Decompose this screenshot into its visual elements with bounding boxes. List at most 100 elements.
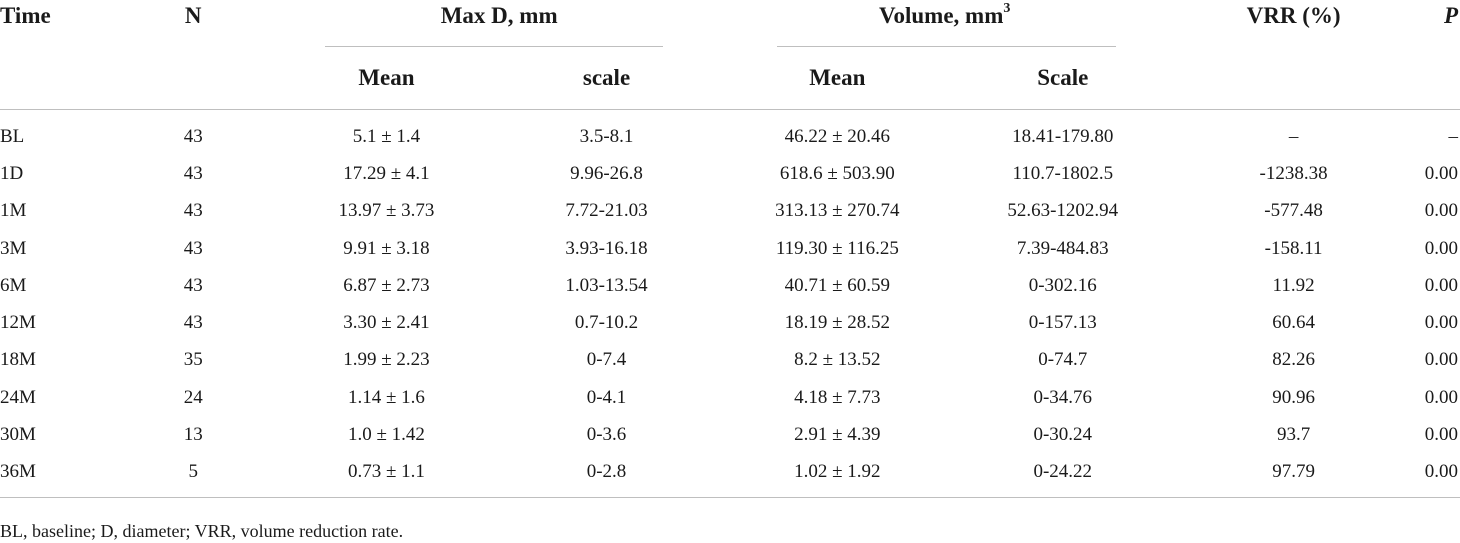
table-row: 1M 43 13.97 ± 3.73 7.72-21.03 313.13 ± 2… xyxy=(0,193,1460,230)
cell-max-d-mean: 9.91 ± 3.18 xyxy=(343,237,430,259)
table-row: 1D 43 17.29 ± 4.1 9.96-26.8 618.6 ± 503.… xyxy=(0,155,1460,192)
results-table: Time N Max D, mm Volume, mm3 VRR (%) P M… xyxy=(0,0,1460,498)
header-volume-label: Volume, mm xyxy=(879,3,1004,28)
cell-p: 0.00 xyxy=(1424,424,1458,446)
data-table-container: Time N Max D, mm Volume, mm3 VRR (%) P M… xyxy=(0,0,1460,498)
cell-volume-mean: 46.22 ± 20.46 xyxy=(784,125,891,147)
cell-vrr: -577.48 xyxy=(1264,200,1323,222)
header-p: P xyxy=(1443,3,1458,28)
header-volume-superscript: 3 xyxy=(1003,1,1011,17)
header-volume-group: Volume, mm3 xyxy=(719,0,1170,47)
header-time: Time xyxy=(0,3,51,28)
cell-max-d-scale: 0-7.4 xyxy=(586,349,627,371)
cell-time: 30M xyxy=(0,424,36,446)
cell-volume-scale: 0-30.24 xyxy=(1033,424,1093,446)
header-max-d-group: Max D, mm xyxy=(279,0,719,47)
cell-volume-mean: 40.71 ± 60.59 xyxy=(784,274,891,296)
cell-time: 12M xyxy=(0,312,36,334)
header-max-d-scale: scale xyxy=(582,65,631,90)
cell-n: 43 xyxy=(183,162,203,184)
cell-n: 43 xyxy=(183,200,203,222)
cell-max-d-scale: 0-2.8 xyxy=(586,461,627,483)
cell-volume-scale: 0-302.16 xyxy=(1028,274,1097,296)
cell-volume-mean: 18.19 ± 28.52 xyxy=(784,312,891,334)
cell-max-d-mean: 0.73 ± 1.1 xyxy=(347,461,425,483)
cell-p: 0.00 xyxy=(1424,461,1458,483)
cell-vrr: -158.11 xyxy=(1264,237,1323,259)
cell-volume-mean: 119.30 ± 116.25 xyxy=(775,237,899,259)
cell-volume-scale: 110.7-1802.5 xyxy=(1012,162,1114,184)
cell-max-d-scale: 9.96-26.8 xyxy=(570,162,643,184)
cell-time: 18M xyxy=(0,349,36,371)
cell-n: 43 xyxy=(183,312,203,334)
cell-volume-scale: 18.41-179.80 xyxy=(1012,125,1114,147)
table-row: 24M 24 1.14 ± 1.6 0-4.1 4.18 ± 7.73 0-34… xyxy=(0,379,1460,416)
cell-n: 13 xyxy=(183,424,203,446)
cell-vrr: 82.26 xyxy=(1272,349,1315,371)
header-vrr: VRR (%) xyxy=(1246,3,1341,28)
cell-vrr: -1238.38 xyxy=(1259,162,1328,184)
header-volume-scale: Scale xyxy=(1037,65,1089,90)
table-row: BL 43 5.1 ± 1.4 3.5-8.1 46.22 ± 20.46 18… xyxy=(0,110,1460,156)
cell-volume-scale: 7.39-484.83 xyxy=(1016,237,1109,259)
cell-max-d-scale: 0-3.6 xyxy=(586,424,627,446)
cell-p: 0.00 xyxy=(1424,162,1458,184)
cell-p: 0.00 xyxy=(1424,200,1458,222)
cell-p: – xyxy=(1448,125,1459,147)
cell-p: 0.00 xyxy=(1424,312,1458,334)
cell-volume-scale: 0-24.22 xyxy=(1033,461,1093,483)
cell-p: 0.00 xyxy=(1424,349,1458,371)
cell-vrr: 60.64 xyxy=(1272,312,1315,334)
table-row: 18M 35 1.99 ± 2.23 0-7.4 8.2 ± 13.52 0-7… xyxy=(0,342,1460,379)
cell-p: 0.00 xyxy=(1424,237,1458,259)
cell-time: 24M xyxy=(0,386,36,408)
cell-max-d-mean: 13.97 ± 3.73 xyxy=(338,200,435,222)
cell-p: 0.00 xyxy=(1424,274,1458,296)
cell-max-d-mean: 5.1 ± 1.4 xyxy=(352,125,421,147)
header-row-primary: Time N Max D, mm Volume, mm3 VRR (%) P xyxy=(0,0,1460,47)
cell-time: 1M xyxy=(0,200,27,222)
cell-n: 43 xyxy=(183,274,203,296)
cell-time: 1D xyxy=(0,162,24,184)
cell-max-d-scale: 7.72-21.03 xyxy=(565,200,648,222)
cell-volume-scale: 0-34.76 xyxy=(1033,386,1093,408)
header-max-d-label: Max D, mm xyxy=(440,3,558,28)
volume-group-rule xyxy=(777,46,1117,47)
cell-volume-mean: 313.13 ± 270.74 xyxy=(775,200,900,222)
cell-volume-scale: 0-157.13 xyxy=(1028,312,1097,334)
table-row: 30M 13 1.0 ± 1.42 0-3.6 2.91 ± 4.39 0-30… xyxy=(0,416,1460,453)
max-d-group-rule xyxy=(325,46,664,47)
cell-max-d-scale: 0.7-10.2 xyxy=(574,312,639,334)
cell-n: 35 xyxy=(183,349,203,371)
cell-max-d-scale: 3.93-16.18 xyxy=(565,237,648,259)
cell-n: 43 xyxy=(183,237,203,259)
table-header: Time N Max D, mm Volume, mm3 VRR (%) P M… xyxy=(0,0,1460,110)
cell-max-d-scale: 3.5-8.1 xyxy=(579,125,634,147)
cell-volume-mean: 8.2 ± 13.52 xyxy=(794,349,881,371)
cell-volume-mean: 2.91 ± 4.39 xyxy=(794,424,881,446)
cell-max-d-mean: 1.99 ± 2.23 xyxy=(343,349,430,371)
cell-vrr: 90.96 xyxy=(1272,386,1315,408)
cell-max-d-mean: 6.87 ± 2.73 xyxy=(343,274,430,296)
cell-vrr: – xyxy=(1288,125,1299,147)
cell-time: 6M xyxy=(0,274,27,296)
table-row: 3M 43 9.91 ± 3.18 3.93-16.18 119.30 ± 11… xyxy=(0,230,1460,267)
cell-vrr: 11.92 xyxy=(1272,274,1315,296)
cell-volume-mean: 1.02 ± 1.92 xyxy=(794,461,881,483)
cell-time: 3M xyxy=(0,237,27,259)
cell-max-d-scale: 1.03-13.54 xyxy=(565,274,648,296)
table-row: 12M 43 3.30 ± 2.41 0.7-10.2 18.19 ± 28.5… xyxy=(0,304,1460,341)
table-footnote: BL, baseline; D, diameter; VRR, volume r… xyxy=(0,521,404,541)
cell-vrr: 93.7 xyxy=(1276,424,1311,446)
header-row-secondary: Mean scale Mean Scale xyxy=(0,47,1460,110)
cell-volume-mean: 4.18 ± 7.73 xyxy=(794,386,881,408)
cell-max-d-mean: 17.29 ± 4.1 xyxy=(343,162,430,184)
header-n: N xyxy=(184,3,202,28)
header-max-d-mean: Mean xyxy=(358,65,415,90)
cell-time: 36M xyxy=(0,461,36,483)
cell-p: 0.00 xyxy=(1424,386,1458,408)
cell-time: BL xyxy=(0,125,25,147)
table-row: 6M 43 6.87 ± 2.73 1.03-13.54 40.71 ± 60.… xyxy=(0,267,1460,304)
cell-vrr: 97.79 xyxy=(1272,461,1315,483)
table-body: BL 43 5.1 ± 1.4 3.5-8.1 46.22 ± 20.46 18… xyxy=(0,110,1460,498)
